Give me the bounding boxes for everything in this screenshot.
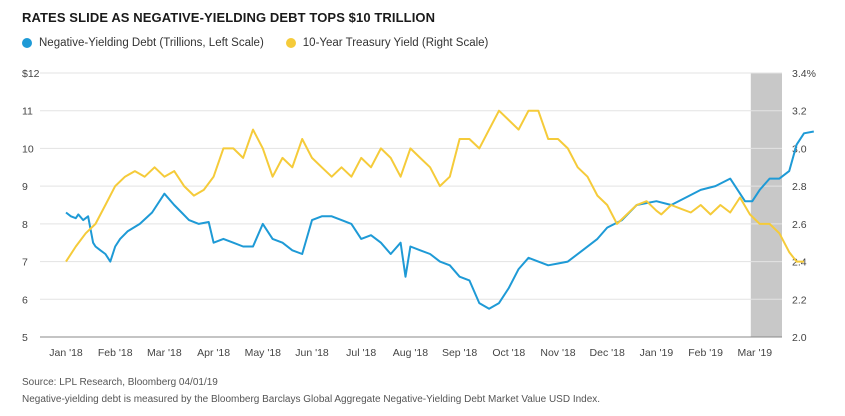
right-tick-label: 3.2: [792, 106, 807, 118]
x-tick-label: Mar '19: [737, 347, 772, 359]
chart-title: RATES SLIDE AS NEGATIVE-YIELDING DEBT TO…: [22, 10, 436, 25]
right-tick-label: 2.2: [792, 294, 807, 306]
source-text: Source: LPL Research, Bloomberg 04/01/19: [22, 377, 218, 388]
x-tick-label: Sep '18: [442, 347, 477, 359]
x-tick-label: Dec '18: [590, 347, 625, 359]
x-tick-label: Jan '19: [640, 347, 674, 359]
legend-dot-blue: [22, 38, 32, 48]
x-tick-label: May '18: [245, 347, 282, 359]
left-tick-label: 10: [22, 143, 34, 155]
right-tick-label: 3.4%: [792, 68, 816, 80]
right-tick-label: 2.6: [792, 219, 807, 231]
note-text: Negative-yielding debt is measured by th…: [22, 394, 601, 405]
series-line-negative-yield-debt: [65, 130, 814, 310]
legend-item-negative-yield-debt: Negative-Yielding Debt (Trillions, Left …: [22, 37, 264, 49]
legend-dot-yellow: [285, 38, 296, 48]
x-tick-label: Oct '18: [492, 347, 525, 359]
left-tick-label: 5: [22, 332, 28, 344]
left-tick-label: 11: [22, 106, 33, 118]
left-tick-label: $12: [22, 68, 40, 80]
x-tick-label: Nov '18: [540, 347, 575, 359]
x-tick-label: Mar '18: [147, 347, 182, 359]
legend-label-treasury-yield: 10-Year Treasury Yield (Right Scale): [302, 37, 489, 49]
right-tick-label: 2.8: [792, 181, 807, 193]
left-tick-label: 9: [22, 181, 28, 193]
x-tick-label: Jun '18: [295, 347, 329, 359]
x-tick-label: Jul '18: [346, 347, 376, 359]
x-tick-label: Aug '18: [393, 347, 428, 359]
left-tick-label: 8: [22, 219, 28, 231]
series-line-treasury-yield: [65, 109, 804, 263]
legend-label-negative-yield-debt: Negative-Yielding Debt (Trillions, Left …: [39, 37, 264, 49]
x-tick-label: Feb '19: [688, 347, 723, 359]
legend-item-treasury-yield: 10-Year Treasury Yield (Right Scale): [285, 37, 489, 49]
x-tick-label: Jan '18: [49, 347, 83, 359]
left-tick-label: 7: [22, 257, 28, 269]
x-tick-label: Apr '18: [197, 347, 230, 359]
right-tick-label: 2.0: [792, 332, 807, 344]
left-tick-label: 6: [22, 294, 28, 306]
chart-plot: $121110987653.4%3.23.02.82.62.42.22.0Jan…: [22, 68, 816, 359]
chart-legend: Negative-Yielding Debt (Trillions, Left …: [22, 37, 510, 49]
x-tick-label: Feb '18: [98, 347, 133, 359]
shaded-region: [750, 73, 782, 337]
